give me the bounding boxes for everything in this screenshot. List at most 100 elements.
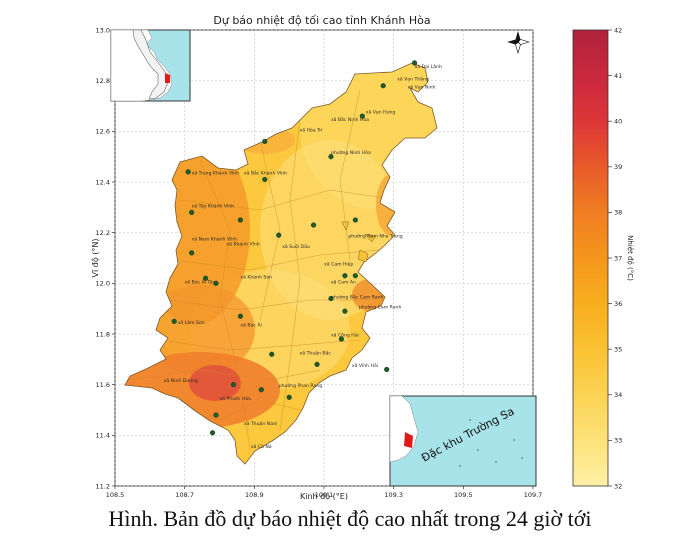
colorbar-tick-label: 42 [614,26,622,34]
colorbar-tick-label: 36 [614,300,622,308]
commune-label: xã Lâm Sơn [178,319,205,326]
station-marker [237,313,244,319]
x-tick-label: 109.7 [524,491,543,499]
y-tick-label: 11.2 [96,482,110,490]
station-marker [352,217,358,223]
commune-label: xã Hòa Trí [300,126,324,133]
commune-label: xã Cam An [331,279,356,285]
commune-label: xã Thuận Bắc [300,349,332,356]
commune-label: xã Cam Hiệp [324,261,354,268]
station-marker [286,394,292,400]
station-marker [230,382,237,388]
commune-label: xã Vạn Hưng [366,110,396,116]
truong-sa-inset: Đặc khu Trường Sa [389,395,537,487]
map-title: Dự báo nhiệt độ tối cao tỉnh Khánh Hòa [213,14,430,27]
commune-label: phường Cam Ranh [359,304,402,311]
colorbar-tick-label: 37 [614,254,622,262]
station-marker [380,83,386,89]
commune-label: xã Vạn Ninh [408,84,436,90]
commune-label: xã Vĩnh Hải [352,362,378,369]
station-markers [171,60,418,436]
colorbar-tick-label: 38 [614,209,622,217]
station-marker [189,250,195,256]
commune-label: xã Bác Ái Tây [185,278,216,285]
station-marker [213,412,219,418]
commune-label: xã Suối Dầu [282,242,310,250]
commune-label: xã Bắc Khánh Vĩnh [244,169,287,176]
station-marker [185,169,191,175]
commune-label: xã Bắc Ninh Hòa [331,116,369,123]
colorbar-label: Nhiệt độ (°C) [626,235,634,281]
commune-label: xã Phước Hữu [220,395,252,402]
station-marker [359,113,365,119]
y-tick-label: 12.0 [96,280,110,288]
commune-label: xã Tây Khánh Vĩnh [192,202,235,209]
station-marker [276,232,282,238]
commune-label: xã Khánh Vĩnh [226,240,259,247]
commune-label: phường Bắc Cam Ranh [331,294,384,301]
commune-label: phường Nam Nha Trang [348,233,402,240]
commune-label: phường Phan Rang [279,382,323,389]
forecast-map-figure: Dự báo nhiệt độ tối cao tỉnh Khánh Hòa x… [90,14,634,500]
y-axis-ticks: 13.0 12.8 12.6 12.4 12.2 12.0 11.8 11.6 11.4 11.2 [96,26,115,490]
colorbar-tick-label: 32 [614,482,622,490]
station-marker [189,209,195,216]
colorbar-tick-label: 39 [614,163,622,171]
x-tick-label: 108.5 [106,491,125,499]
station-marker [262,138,268,145]
y-tick-label: 12.6 [96,128,110,136]
station-marker [314,361,320,368]
colorbar-tick-label: 35 [614,346,622,354]
y-tick-label: 11.4 [96,432,110,440]
station-marker [269,351,275,357]
y-tick-label: 12.4 [96,178,110,186]
station-marker [411,60,418,66]
x-tick-label: 109.5 [454,491,473,499]
station-marker [258,387,264,393]
station-marker [237,217,244,223]
colorbar-tick-label: 40 [614,118,622,126]
station-marker [384,366,390,373]
island [364,233,376,243]
colorbar-tick-label: 34 [614,391,622,399]
station-marker [202,275,209,281]
y-tick-label: 13.0 [96,26,110,34]
y-tick-label: 11.6 [96,381,110,389]
commune-label: xã Trung Khánh Vĩnh [192,169,240,176]
commune-label: xã Cà Ná [251,443,272,450]
x-tick-label: 108.7 [175,491,194,499]
y-tick-label: 12.2 [96,229,110,237]
commune-label: phường Ninh Hòa [331,149,371,156]
vietnam-locator-inset [110,29,191,102]
commune-label: xã Đại Lãnh [415,64,442,70]
station-marker [352,273,358,279]
x-axis-label: Kinh độ (°E) [300,491,348,500]
commune-label: xã Công Hải [331,332,359,339]
station-marker [342,273,348,279]
station-marker [328,295,334,302]
island [341,221,350,231]
colorbar-tick-label: 41 [614,72,622,80]
figure-caption: Hình. Bản đồ dự báo nhiệt độ cao nhất tr… [108,506,592,531]
station-marker [328,154,334,160]
commune-label: xã Khánh Sơn [240,273,272,280]
commune-label: xã Thuận Nam [244,420,278,427]
island [357,249,369,263]
station-marker [209,430,216,436]
station-marker [262,176,268,183]
temperature-colorbar: 42 41 40 39 38 37 36 35 34 33 32 Nhiệt độ (°C) [572,26,634,490]
x-tick-label: 109.3 [384,491,403,499]
station-marker [342,308,348,314]
y-tick-label: 12.8 [96,77,110,85]
station-marker [213,280,219,286]
y-axis-label: Vĩ độ (°N) [90,239,100,278]
station-marker [171,318,177,324]
commune-label: xã Vạn Thắng [397,76,429,83]
colorbar-tick-label: 33 [614,437,622,445]
x-tick-label: 109.1 [315,491,334,499]
commune-label: xã Ninh Dương [164,378,198,384]
station-marker [310,222,317,228]
commune-label: xã Nam Khánh Vĩnh [192,235,238,242]
x-axis-ticks: 108.5 108.7 108.9 109.1 109.3 109.5 109.7 [106,486,543,499]
